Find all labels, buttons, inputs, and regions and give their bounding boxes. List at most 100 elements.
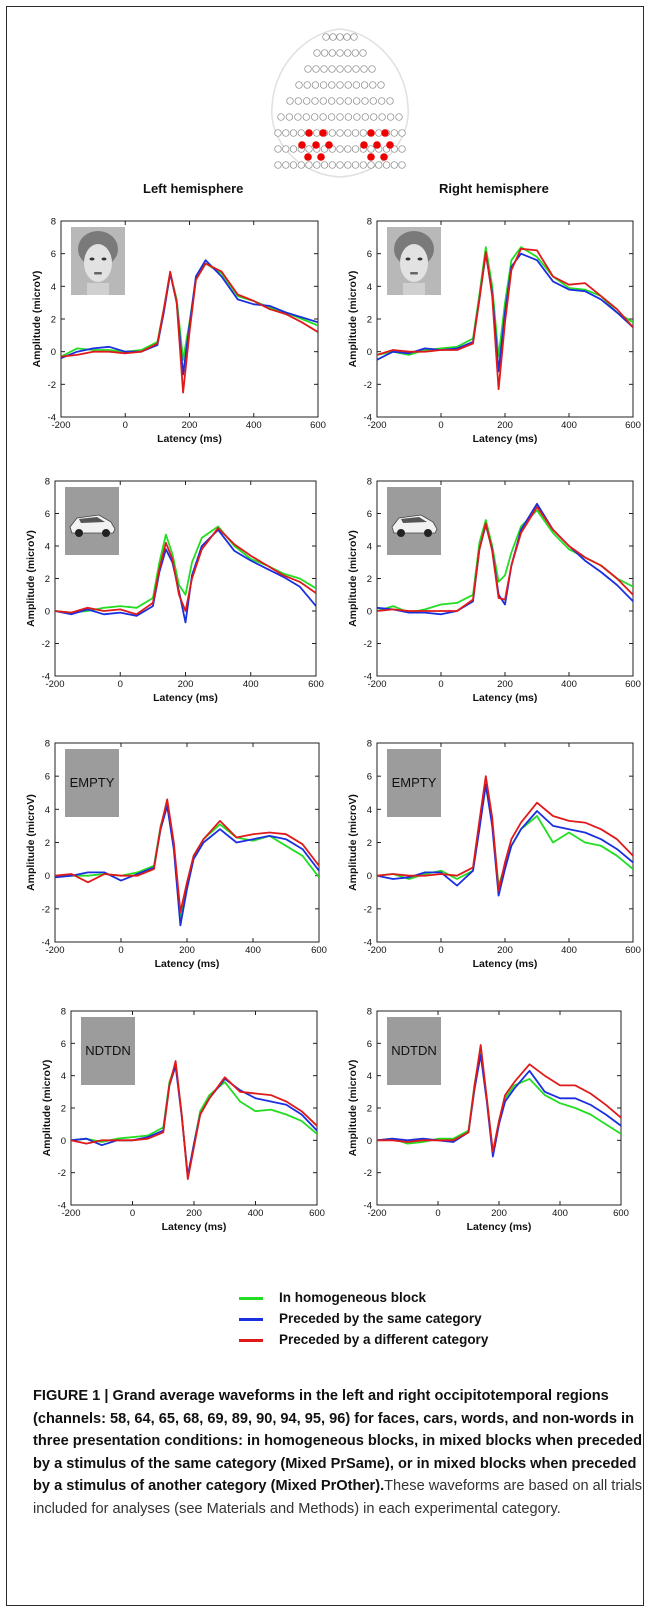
x-axis-label: Latency (ms) <box>153 692 218 704</box>
neck <box>87 283 109 295</box>
y-tick-label: 6 <box>61 1039 66 1050</box>
y-tick-label: 0 <box>367 1136 372 1147</box>
neck <box>403 283 425 295</box>
selected-electrode <box>381 129 389 137</box>
electrode <box>321 49 329 57</box>
electrode <box>395 113 403 121</box>
car-photo-icon <box>69 514 116 537</box>
chart-panel-faces-right: -4 -2 0 2 4 6 8 -200 0 200 400 600 Latency (ms) Ampli… <box>347 217 641 446</box>
electrode <box>360 81 369 89</box>
electrode <box>390 161 398 169</box>
legend-swatch <box>239 1339 263 1342</box>
electrode <box>344 49 352 57</box>
x-tick-label: 600 <box>613 1208 629 1219</box>
series-line <box>377 1053 621 1158</box>
legend-label: In homogeneous block <box>279 1290 427 1305</box>
y-tick-label: -4 <box>48 413 56 424</box>
x-tick-label: 200 <box>497 945 513 956</box>
car-window <box>79 517 105 523</box>
x-axis-label: Latency (ms) <box>162 1221 227 1233</box>
selected-electrode <box>360 141 368 149</box>
x-tick-label: 0 <box>118 945 123 956</box>
selected-electrode <box>305 129 313 137</box>
electrode <box>386 97 394 105</box>
y-tick-label: 6 <box>367 772 372 783</box>
electrode <box>319 81 328 89</box>
electrode <box>336 97 344 105</box>
electrode <box>328 49 336 57</box>
y-tick-label: 8 <box>367 477 372 488</box>
y-tick-label: 8 <box>61 1007 66 1018</box>
electrode <box>304 65 312 73</box>
stimulus-image <box>387 1017 441 1085</box>
electrode <box>344 97 352 105</box>
electrode <box>329 33 337 41</box>
legend-item-different-category: Preceded by a different category <box>239 1329 488 1350</box>
electrode <box>382 161 391 169</box>
electrode <box>313 161 321 169</box>
y-axis-label: Amplitude (microV) <box>25 530 37 627</box>
left-eye <box>405 257 411 261</box>
x-tick-label: 200 <box>497 679 513 690</box>
x-axis-label: Latency (ms) <box>473 433 538 445</box>
electrode <box>350 33 358 41</box>
electrode <box>305 161 313 169</box>
x-tick-label: 200 <box>186 1208 202 1219</box>
stimulus-label: EMPTY <box>392 775 437 790</box>
right-eye <box>417 257 423 261</box>
y-tick-label: 2 <box>367 838 372 849</box>
y-tick-label: 6 <box>45 509 50 520</box>
electrode <box>344 161 352 169</box>
electrode <box>369 81 377 89</box>
series-line <box>61 262 318 394</box>
y-tick-label: 0 <box>45 607 50 618</box>
electrode <box>386 113 395 121</box>
y-tick-label: 4 <box>51 282 56 293</box>
electrode <box>328 65 336 73</box>
electrode <box>377 81 385 89</box>
series-line <box>377 247 633 391</box>
electrode <box>311 81 320 89</box>
x-tick-label: 200 <box>178 679 194 690</box>
y-tick-label: 0 <box>367 871 372 882</box>
y-tick-label: 0 <box>51 347 56 358</box>
selected-electrode <box>304 153 312 161</box>
electrode <box>351 129 360 137</box>
stimulus-image <box>81 1017 135 1085</box>
electrode <box>344 129 352 137</box>
car-photo-icon <box>391 514 438 537</box>
electrode <box>351 145 360 153</box>
chart-panel-cars-right: -4 -2 0 2 4 6 8 -200 0 200 400 600 Latency (ms) Ampli… <box>347 477 641 705</box>
x-tick-label: 0 <box>118 679 123 690</box>
electrode <box>303 81 311 89</box>
electrode <box>390 129 398 137</box>
electrode <box>344 113 353 121</box>
y-tick-label: 4 <box>61 1071 66 1082</box>
y-tick-label: 0 <box>61 1136 66 1147</box>
electrode <box>294 113 302 121</box>
face-photo-icon <box>387 227 441 295</box>
x-tick-label: 200 <box>179 945 195 956</box>
x-tick-label: 400 <box>245 945 261 956</box>
electrode <box>312 65 320 73</box>
x-tick-label: 200 <box>497 420 513 431</box>
electrode-map <box>271 28 409 178</box>
y-tick-label: 4 <box>45 805 50 816</box>
electrode <box>305 145 313 153</box>
electrode <box>328 97 336 105</box>
stimulus-label: NDTDN <box>391 1043 437 1058</box>
y-tick-label: 4 <box>367 542 372 553</box>
electrode <box>351 49 359 57</box>
y-axis-label: Amplitude (microV) <box>347 794 359 891</box>
x-tick-label: -200 <box>61 1208 80 1219</box>
chart-panel-empty-right: -4 -2 0 2 4 6 8 -200 0 200 400 600 Latency (ms) Ampli… <box>347 739 641 971</box>
electrode <box>367 145 375 153</box>
electrode <box>282 161 290 169</box>
electrode <box>336 129 344 137</box>
series-line <box>377 252 633 373</box>
legend-swatch <box>239 1297 263 1300</box>
series-line <box>377 1044 621 1153</box>
x-tick-label: -200 <box>45 945 64 956</box>
